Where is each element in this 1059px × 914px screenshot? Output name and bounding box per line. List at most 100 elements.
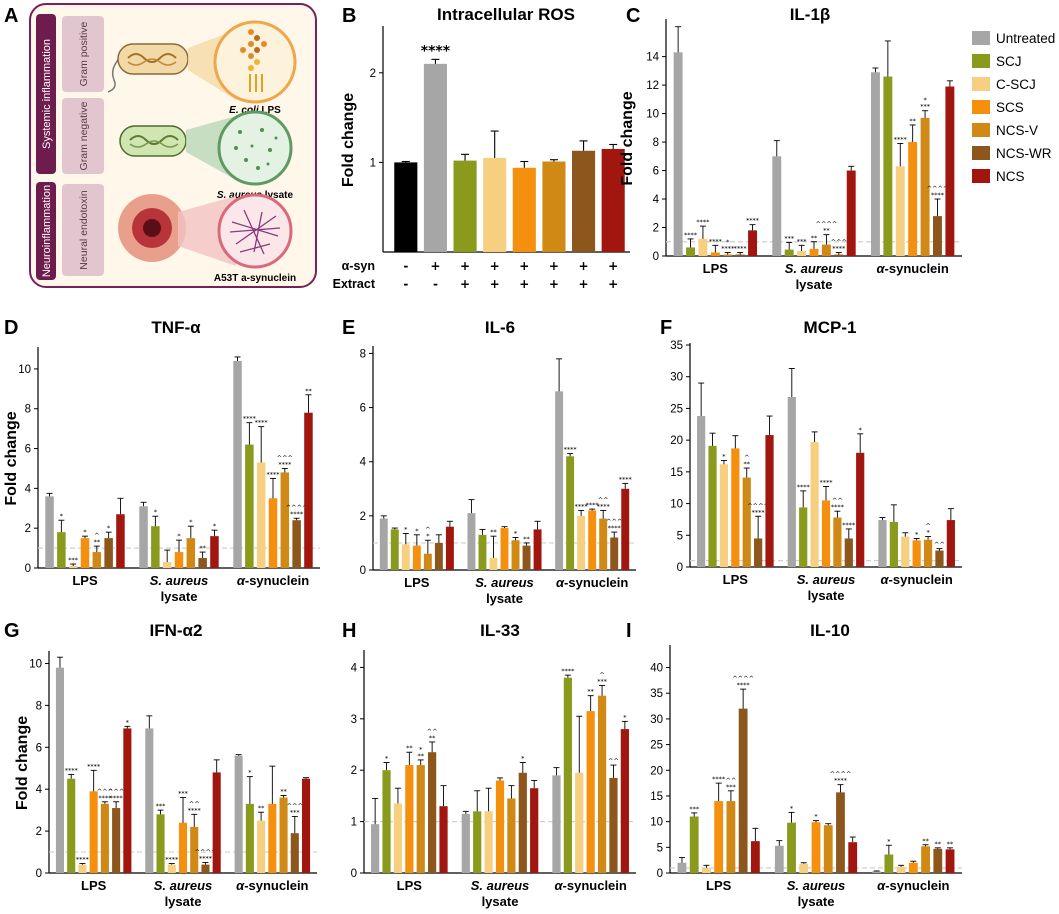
y-tick-label: 35 [670, 340, 683, 352]
y-tick-label: 1 [370, 157, 376, 169]
bar [823, 825, 833, 873]
significance-label: ^ [925, 522, 930, 530]
y-tick-label: 2 [351, 765, 357, 777]
significance-label: **** [188, 806, 202, 814]
bar [167, 864, 176, 873]
bar [555, 391, 564, 570]
significance-label: ^^^^ [830, 770, 852, 778]
group-label: S. aureus [787, 878, 846, 893]
bar [280, 472, 290, 568]
bar [750, 841, 760, 873]
significance-label: **** [87, 762, 101, 770]
bar [511, 540, 520, 570]
significance-label: ** [94, 538, 101, 546]
group-label: S. aureus [150, 573, 209, 588]
significance-label: **** [737, 681, 751, 689]
significance-label: ^^^^ [816, 220, 838, 228]
significance-label: **** [752, 508, 766, 516]
legend-swatch [972, 54, 990, 68]
y-tick-label: 14 [646, 52, 659, 64]
group-label: S. aureus [475, 575, 534, 590]
significance-label: ^^^ [108, 787, 124, 795]
y-tick-label: 10 [18, 364, 31, 376]
bar [507, 798, 516, 873]
significance-label: ** [429, 734, 436, 742]
significance-label: * [923, 96, 927, 104]
significance-label: ^^^^ [732, 675, 754, 683]
bar [872, 871, 882, 873]
bar [461, 813, 470, 873]
condition-extract-symbol: - [403, 277, 408, 291]
bar [100, 803, 109, 873]
bar [620, 729, 629, 873]
significance-label: ** [280, 787, 287, 795]
bar [533, 529, 542, 570]
bar [673, 52, 683, 257]
bar [518, 772, 527, 873]
y-tick-label: 25 [670, 403, 683, 415]
y-tick-label: 0 [36, 868, 42, 880]
bar [784, 249, 794, 256]
significance-label: ** [523, 535, 530, 543]
bar [301, 778, 311, 873]
y-tick-label: 2 [25, 523, 31, 535]
y-tick-label: 1 [351, 817, 357, 829]
significance-label: ** [417, 752, 424, 760]
condition-extract-symbol: + [519, 277, 529, 291]
chart-title: IL-33 [480, 621, 520, 640]
condition-label-extract: Extract [333, 277, 376, 291]
condition-syn-symbol: + [549, 259, 559, 273]
group-label-line2: lysate [482, 894, 519, 909]
group-label: LPS [404, 575, 430, 590]
bar [735, 254, 745, 256]
bar [198, 558, 207, 568]
significance-label: ^^^ [277, 454, 293, 462]
bar [371, 824, 380, 873]
significance-label: **** [842, 521, 856, 529]
gram-negative-bacterium-icon [119, 125, 187, 157]
significance-label: ^^^^ [747, 502, 769, 510]
significance-label: * [926, 529, 930, 537]
bar [601, 148, 625, 252]
significance-label: * [385, 755, 389, 763]
significance-label: * [83, 528, 87, 536]
bar [210, 536, 219, 568]
condition-extract-symbol: + [549, 277, 559, 291]
significance-label: **** [199, 855, 213, 863]
significance-label: **** [278, 460, 292, 468]
significance-label: ^^ [608, 757, 619, 765]
significance-label: **** [619, 475, 633, 483]
significance-label: * [514, 530, 518, 538]
y-tick-label: 0 [657, 868, 663, 880]
condition-syn-symbol: + [608, 259, 618, 273]
significance-label: **** [712, 775, 726, 783]
y-tick-label: 25 [650, 740, 663, 752]
y-tick-label: 6 [25, 444, 31, 456]
panel-label-i: I [626, 620, 632, 642]
bar [923, 539, 933, 567]
significance-label: **** [931, 191, 945, 199]
panel-label-d: D [4, 317, 18, 339]
bar [178, 822, 188, 873]
bar [92, 552, 102, 568]
group-label-line2: lysate [161, 589, 198, 604]
significance-label: ^ [599, 671, 604, 679]
group-label: α-synuclein [554, 878, 626, 893]
bar [423, 553, 432, 570]
bar [870, 72, 880, 256]
bar [787, 822, 796, 873]
significance-label: **** [586, 501, 600, 509]
bar [742, 477, 751, 567]
y-tick-label: 0 [653, 251, 659, 263]
bar [67, 778, 76, 873]
group-label: LPS [723, 572, 749, 587]
condition-syn-symbol: + [430, 259, 440, 273]
bar [512, 167, 536, 252]
caption-synuclein: A53T a-synuclein [214, 273, 296, 284]
condition-extract-symbol: + [490, 277, 500, 291]
bar [787, 397, 796, 567]
legend-item: C-SCJ [996, 77, 1036, 92]
panel-label-g: G [4, 620, 20, 642]
bar [946, 520, 955, 567]
